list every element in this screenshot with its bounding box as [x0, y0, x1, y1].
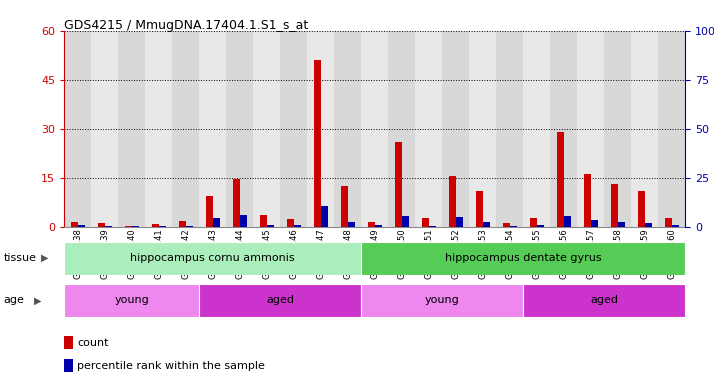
- Bar: [422, 218, 429, 227]
- Bar: [476, 191, 483, 227]
- Bar: [267, 225, 273, 227]
- Bar: [591, 220, 598, 227]
- Bar: [152, 224, 159, 227]
- Text: young: young: [114, 295, 149, 306]
- Bar: [375, 225, 381, 227]
- Bar: [523, 31, 550, 227]
- Bar: [631, 31, 658, 227]
- Text: GDS4215 / MmugDNA.17404.1.S1_s_at: GDS4215 / MmugDNA.17404.1.S1_s_at: [64, 19, 308, 32]
- Bar: [348, 222, 355, 227]
- Bar: [321, 206, 328, 227]
- Bar: [199, 31, 226, 227]
- Bar: [503, 223, 510, 227]
- Text: hippocampus dentate gyrus: hippocampus dentate gyrus: [445, 253, 602, 263]
- Bar: [64, 284, 199, 317]
- Bar: [145, 31, 172, 227]
- Bar: [368, 222, 375, 227]
- Bar: [125, 225, 132, 227]
- Bar: [213, 218, 220, 227]
- Text: ▶: ▶: [41, 253, 49, 263]
- Bar: [645, 223, 652, 227]
- Bar: [605, 31, 631, 227]
- Bar: [105, 226, 111, 227]
- Text: aged: aged: [266, 295, 294, 306]
- Bar: [523, 284, 685, 317]
- Bar: [550, 31, 578, 227]
- Bar: [578, 31, 605, 227]
- Text: percentile rank within the sample: percentile rank within the sample: [77, 361, 265, 371]
- Bar: [361, 31, 388, 227]
- Bar: [253, 31, 281, 227]
- Text: hippocampus cornu ammonis: hippocampus cornu ammonis: [131, 253, 295, 263]
- Bar: [443, 31, 469, 227]
- Bar: [78, 225, 84, 227]
- Bar: [71, 222, 78, 227]
- Bar: [456, 217, 463, 227]
- Bar: [186, 226, 193, 227]
- Bar: [334, 31, 361, 227]
- Bar: [658, 31, 685, 227]
- Bar: [294, 225, 301, 227]
- Bar: [98, 223, 105, 227]
- Bar: [206, 195, 213, 227]
- Bar: [611, 184, 618, 227]
- Bar: [64, 242, 361, 275]
- Bar: [361, 242, 685, 275]
- Bar: [314, 60, 321, 227]
- Bar: [395, 142, 402, 227]
- Bar: [240, 215, 246, 227]
- Bar: [226, 31, 253, 227]
- Bar: [287, 219, 294, 227]
- Bar: [672, 225, 679, 227]
- Bar: [449, 176, 456, 227]
- Bar: [557, 132, 564, 227]
- Bar: [638, 191, 645, 227]
- Bar: [260, 215, 267, 227]
- Bar: [537, 225, 543, 227]
- Bar: [618, 222, 625, 227]
- Bar: [281, 31, 307, 227]
- Bar: [469, 31, 496, 227]
- Bar: [510, 226, 517, 227]
- Bar: [341, 186, 348, 227]
- Bar: [584, 174, 591, 227]
- Bar: [402, 216, 408, 227]
- Bar: [199, 284, 361, 317]
- Bar: [483, 222, 490, 227]
- Bar: [416, 31, 443, 227]
- Text: age: age: [4, 295, 24, 305]
- Text: ▶: ▶: [34, 295, 42, 305]
- Bar: [179, 221, 186, 227]
- Bar: [91, 31, 119, 227]
- Bar: [429, 226, 436, 227]
- Bar: [64, 31, 91, 227]
- Bar: [530, 218, 537, 227]
- Bar: [496, 31, 523, 227]
- Text: young: young: [425, 295, 460, 306]
- Bar: [307, 31, 334, 227]
- Text: aged: aged: [590, 295, 618, 306]
- Bar: [388, 31, 416, 227]
- Bar: [564, 216, 570, 227]
- Bar: [132, 225, 139, 227]
- Bar: [233, 179, 240, 227]
- Bar: [361, 284, 523, 317]
- Text: tissue: tissue: [4, 253, 36, 263]
- Text: count: count: [77, 338, 109, 348]
- Bar: [172, 31, 199, 227]
- Bar: [665, 218, 672, 227]
- Bar: [119, 31, 145, 227]
